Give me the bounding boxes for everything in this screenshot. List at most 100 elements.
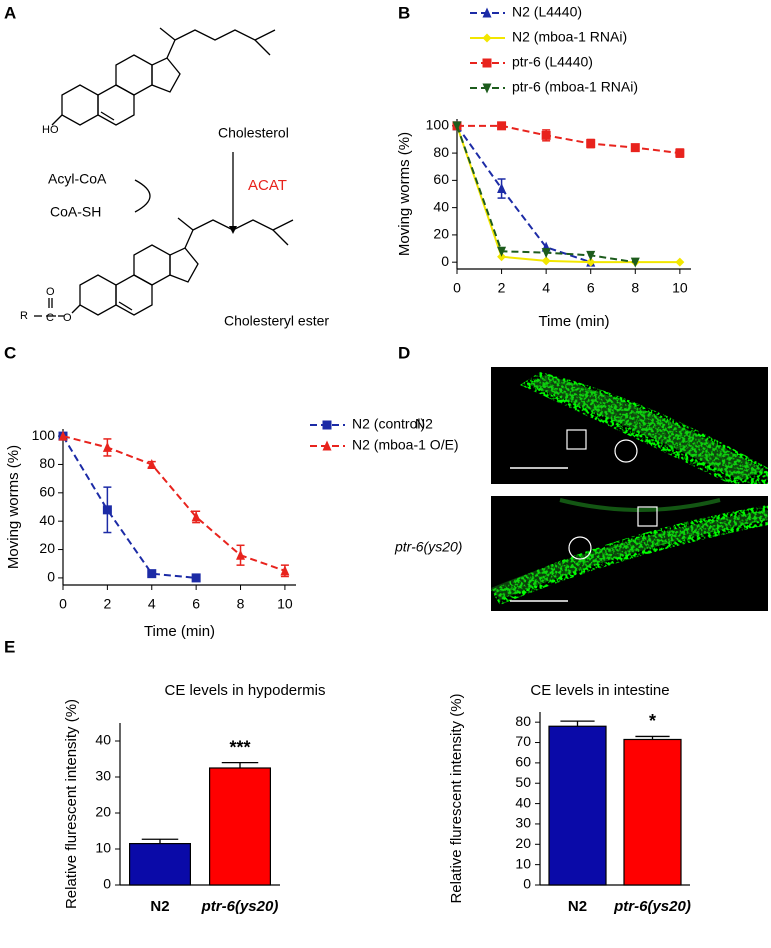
data-line [456,125,592,264]
chart-title: CE levels in hypodermis [165,682,326,699]
data-point [586,250,596,261]
data-point [541,256,551,266]
micrograph [491,367,768,484]
y-tick-label: 40 [433,198,449,214]
reactant-label: Cholesterol [218,125,289,141]
panel-label: C [4,343,16,362]
legend-marker [482,7,492,18]
y-tick-label: 0 [523,876,531,892]
data-point [497,246,507,257]
panel-label: A [4,3,16,22]
data-point [675,148,685,158]
error-bar [141,838,179,844]
legend-label: N2 (mboa-1 O/E) [352,437,459,453]
cholesterol-structure [51,27,276,126]
data-point [630,257,640,268]
data-point [586,257,596,267]
y-tick-label: 20 [39,540,55,556]
x-tick-label: 6 [192,596,200,612]
data-point [102,505,112,515]
x-tick-label: 8 [631,280,639,296]
y-tick-label: 100 [32,427,56,443]
data-point [280,565,290,576]
atom-label: C [46,312,54,324]
x-tick-label: 6 [587,280,595,296]
bar [548,725,607,886]
legend-label: N2 (mboa-1 RNAi) [512,29,627,45]
data-point [147,458,157,469]
cosubstrate-label: Acyl-CoA [48,171,107,187]
data-point [147,569,157,579]
bar [209,767,272,886]
y-tick-label: 80 [515,713,531,729]
coproduct-label: CoA-SH [50,204,101,220]
data-point [58,430,68,441]
data-point [191,511,201,522]
data-point [102,441,112,452]
y-tick-label: 60 [39,484,55,500]
y-tick-label: 80 [433,144,449,160]
y-axis-label: Relative flurescent intensity (%) [63,699,80,909]
y-tick-label: 100 [426,117,450,133]
y-tick-label: 0 [441,253,449,269]
x-tick-label: ptr-6(ys20) [613,898,691,915]
y-tick-label: 20 [433,226,449,242]
y-tick-label: 30 [515,815,531,831]
product-label: Cholesteryl ester [224,313,329,329]
data-point [236,549,246,560]
bar [129,842,192,886]
data-line [457,124,680,155]
x-axis-label: Time (min) [538,313,609,330]
x-tick-label: 10 [277,596,293,612]
enzyme-label: ACAT [248,177,287,194]
y-tick-label: 0 [103,876,111,892]
significance-label: *** [229,737,250,757]
y-tick-label: 30 [95,768,111,784]
y-tick-label: 40 [39,512,55,528]
atom-label: O [46,286,55,298]
y-tick-label: 20 [515,835,531,851]
x-tick-label: N2 [568,898,587,915]
x-tick-label: 4 [542,280,550,296]
image-label: N2 [415,416,433,432]
atom-label: HO [42,124,59,136]
data-point [452,121,462,132]
data-point [630,143,640,153]
x-tick-label: 0 [453,280,461,296]
chart-title: CE levels in intestine [530,682,669,699]
error-bar [635,735,670,740]
data-line [456,125,680,264]
data-point [586,139,596,149]
data-line [62,435,286,572]
legend-marker [482,83,492,94]
y-axis-label: Moving worms (%) [396,132,413,256]
data-point [541,130,551,140]
legend-label: N2 (L4440) [512,4,582,20]
legend-marker [482,58,492,68]
x-tick-label: 10 [672,280,688,296]
x-tick-label: 4 [148,596,156,612]
data-point [497,121,507,131]
micrograph [491,496,768,611]
y-axis-label: Relative flurescent intensity (%) [448,693,465,903]
panel-label: E [4,637,15,656]
x-tick-label: N2 [150,898,169,915]
y-tick-label: 40 [515,794,531,810]
y-tick-label: 40 [95,732,111,748]
legend-marker [322,420,332,430]
y-tick-label: 0 [47,569,55,585]
x-tick-label: 2 [103,596,111,612]
y-tick-label: 50 [515,774,531,790]
panel-label: B [398,3,410,22]
y-tick-label: 60 [433,171,449,187]
y-tick-label: 70 [515,733,531,749]
x-axis-label: Time (min) [144,623,215,640]
panel-label: D [398,343,410,362]
y-tick-label: 20 [95,804,111,820]
error-bar [221,761,259,768]
x-tick-label: 8 [237,596,245,612]
significance-label: * [649,711,656,731]
legend-label: N2 (control) [352,416,425,432]
data-point [191,573,201,583]
